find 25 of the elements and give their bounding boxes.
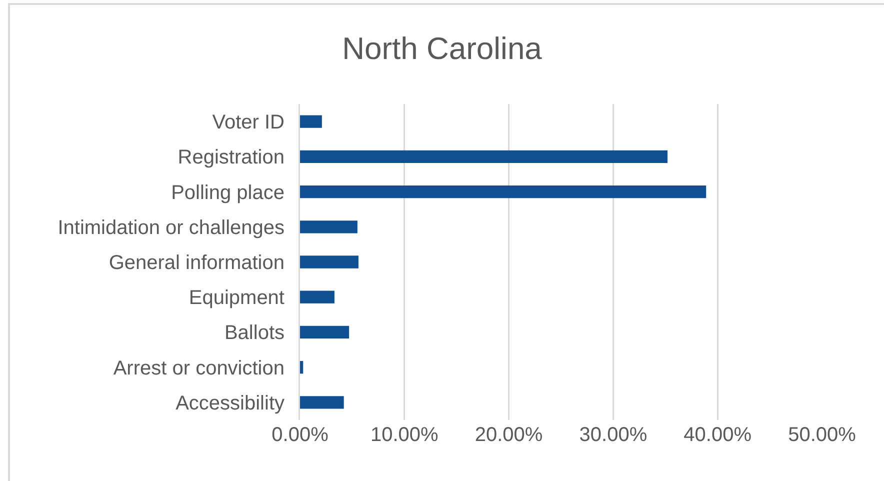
- bar: [300, 150, 668, 163]
- bar: [300, 115, 322, 128]
- y-tick-label: Ballots: [224, 322, 284, 344]
- x-tick-label: 30.00%: [579, 424, 648, 446]
- x-tick-label: 40.00%: [684, 424, 752, 446]
- bar: [300, 326, 350, 339]
- y-tick-label: Polling place: [171, 182, 284, 204]
- x-tick-label: 20.00%: [474, 424, 543, 446]
- y-tick-label: Arrest or conviction: [113, 357, 284, 380]
- x-tick-label: 50.00%: [788, 424, 856, 446]
- bar: [300, 396, 344, 409]
- y-tick-label: Voter ID: [212, 112, 284, 134]
- bar: [300, 361, 304, 374]
- bar: [300, 256, 358, 268]
- bar: [300, 220, 358, 234]
- x-tick-label: 0.00%: [272, 424, 329, 446]
- y-tick-label: Equipment: [188, 287, 285, 310]
- y-tick-label: Intimidation or challenges: [58, 216, 284, 239]
- bar: [300, 185, 706, 198]
- bar: [300, 290, 334, 304]
- y-tick-label: Registration: [178, 146, 284, 169]
- chart-title: North Carolina: [342, 30, 543, 66]
- y-tick-label: General information: [108, 252, 284, 274]
- y-tick-label: Accessibility: [176, 392, 284, 414]
- x-tick-label: 10.00%: [370, 424, 439, 446]
